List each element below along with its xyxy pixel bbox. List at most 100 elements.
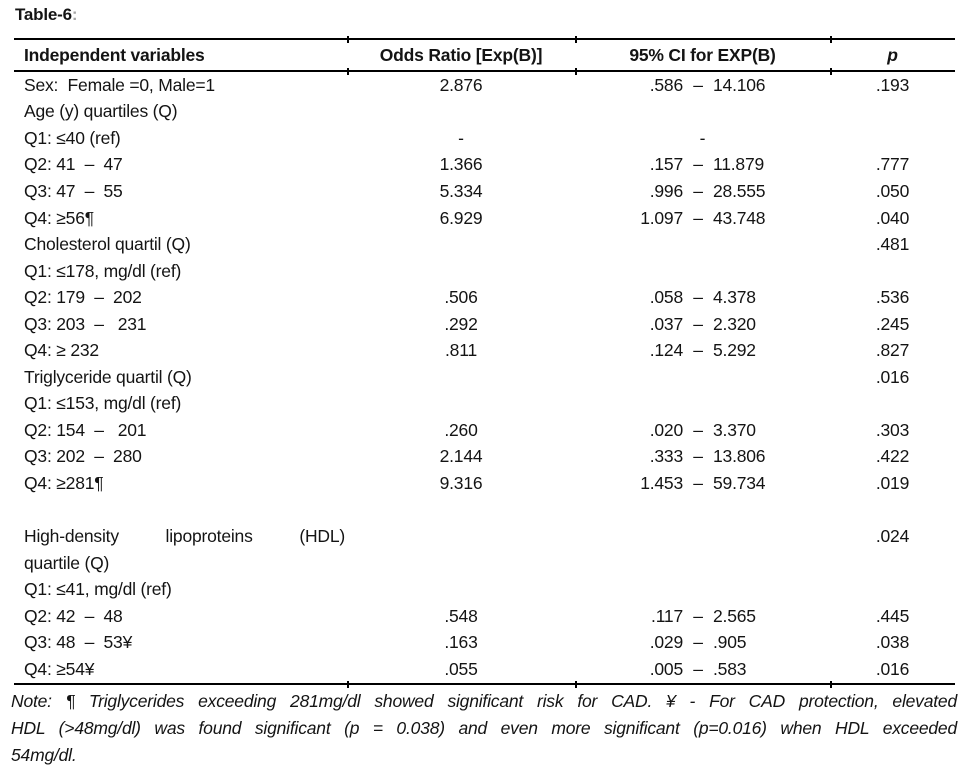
ci-value: 1.097 – 43.748 bbox=[575, 208, 830, 229]
row-label: Q3: 202 – 280 bbox=[24, 446, 142, 467]
row-label: Q2: 179 – 202 bbox=[24, 287, 142, 308]
ci-value: .996 – 28.555 bbox=[575, 181, 830, 202]
ci-value: .157 – 11.879 bbox=[575, 154, 830, 175]
table-title: Table-6: bbox=[15, 5, 78, 25]
p-value: .024 bbox=[875, 526, 910, 547]
table-title-colon: : bbox=[71, 5, 78, 24]
table-row: quartile (Q) bbox=[14, 550, 955, 577]
footnote-line: HDL (>48mg/dl) was found significant (p … bbox=[11, 717, 957, 738]
odds-ratio-value: 1.366 bbox=[439, 154, 483, 175]
p-value: .827 bbox=[875, 340, 910, 361]
ci-dash: – bbox=[693, 154, 703, 175]
p-value: .016 bbox=[875, 658, 910, 679]
row-label: Q2: 154 – 201 bbox=[24, 419, 147, 440]
ci-value: .037 – 2.320 bbox=[575, 314, 830, 335]
p-value: .303 bbox=[875, 419, 910, 440]
results-table: Independent variables Odds Ratio [Exp(B)… bbox=[14, 36, 955, 688]
p-value: .193 bbox=[875, 74, 910, 95]
table-title-text: Table-6 bbox=[15, 5, 72, 24]
ci-dash: – bbox=[693, 605, 703, 626]
col-header-independent-variables: Independent variables bbox=[24, 44, 205, 65]
ci-lower: .124 bbox=[649, 340, 683, 361]
odds-ratio-value: .055 bbox=[444, 658, 478, 679]
ci-dash: – bbox=[693, 419, 703, 440]
odds-ratio-value: .548 bbox=[444, 605, 478, 626]
odds-ratio-value: 6.929 bbox=[439, 207, 483, 228]
column-divider-tick bbox=[347, 36, 349, 43]
p-value: .536 bbox=[875, 287, 910, 308]
ci-dash: – bbox=[693, 74, 703, 95]
odds-ratio-value: 2.144 bbox=[439, 446, 483, 467]
ci-lower: .037 bbox=[649, 313, 683, 334]
row-label: Q3: 48 – 53¥ bbox=[24, 632, 133, 653]
row-label: Q1: ≤178, mg/dl (ref) bbox=[24, 260, 182, 281]
table-row: Triglyceride quartil (Q) .016 bbox=[14, 364, 955, 391]
table-row: Sex: Female =0, Male=1 2.876 .586 – 14.1… bbox=[14, 72, 955, 99]
table-header-rule bbox=[14, 68, 955, 75]
ci-upper: .905 bbox=[713, 632, 747, 653]
p-value: .245 bbox=[875, 313, 910, 334]
row-label: Q1: ≤41, mg/dl (ref) bbox=[24, 579, 172, 600]
odds-ratio-value: .811 bbox=[445, 340, 477, 361]
ci-lower: .029 bbox=[649, 632, 683, 653]
ci-upper: 13.806 bbox=[713, 446, 766, 467]
table-row: Q4: ≥281¶ 9.316 1.453 – 59.734 .019 bbox=[14, 470, 955, 497]
ci-upper: 2.320 bbox=[713, 313, 756, 334]
col-header-p: p bbox=[887, 44, 898, 65]
ci-lower: .586 bbox=[649, 74, 683, 95]
table-row: Q1: ≤40 (ref) - - bbox=[14, 125, 955, 152]
ci-lower: .996 bbox=[649, 180, 683, 201]
table-row: Cholesterol quartil (Q) .481 bbox=[14, 231, 955, 258]
ci-lower: .157 bbox=[649, 154, 683, 175]
ci-lower: .117 bbox=[651, 605, 683, 626]
ci-value: .020 – 3.370 bbox=[575, 420, 830, 441]
row-label: quartile (Q) bbox=[24, 552, 110, 573]
row-label: Q2: 42 – 48 bbox=[24, 605, 123, 626]
p-value: .019 bbox=[875, 472, 910, 493]
p-value: .040 bbox=[875, 207, 910, 228]
table-row: Q2: 179 – 202 .506 .058 – 4.378 .536 bbox=[14, 284, 955, 311]
odds-ratio-value: .260 bbox=[444, 419, 478, 440]
column-divider-tick bbox=[830, 68, 832, 75]
table-bottom-rule bbox=[14, 680, 955, 688]
table-row bbox=[14, 497, 955, 524]
odds-ratio-value: .506 bbox=[444, 287, 478, 308]
odds-ratio-value: .163 bbox=[444, 632, 478, 653]
row-label: Q3: 203 – 231 bbox=[24, 313, 147, 334]
table-row: Q1: ≤41, mg/dl (ref) bbox=[14, 576, 955, 603]
table-footnote: Note: ¶ Triglycerides exceeding 281mg/dl… bbox=[11, 688, 957, 768]
col-header-ci: 95% CI for EXP(B) bbox=[629, 44, 776, 65]
ci-value: .029 – .905 bbox=[575, 632, 830, 653]
row-label: Q3: 47 – 55 bbox=[24, 180, 123, 201]
odds-ratio-value: - bbox=[458, 127, 464, 148]
ci-dash: – bbox=[693, 632, 703, 653]
table-row: Q3: 203 – 231 .292 .037 – 2.320 .245 bbox=[14, 311, 955, 338]
ci-upper: 59.734 bbox=[713, 472, 766, 493]
ci-upper: 28.555 bbox=[713, 180, 766, 201]
column-divider-tick bbox=[347, 680, 349, 688]
ci-upper: 4.378 bbox=[713, 287, 756, 308]
row-label: Q1: ≤40 (ref) bbox=[24, 127, 121, 148]
ci-lower: 1.453 bbox=[640, 472, 683, 493]
p-value: .777 bbox=[875, 154, 910, 175]
odds-ratio-value: 9.316 bbox=[439, 472, 483, 493]
odds-ratio-value: .292 bbox=[444, 313, 478, 334]
table-header-row: Independent variables Odds Ratio [Exp(B)… bbox=[14, 40, 955, 70]
column-divider-tick bbox=[575, 680, 577, 688]
column-divider-tick bbox=[830, 680, 832, 688]
table-row: Q4: ≥56¶ 6.929 1.097 – 43.748 .040 bbox=[14, 205, 955, 232]
table-row: Q2: 42 – 48 .548 .117 – 2.565 .445 bbox=[14, 603, 955, 630]
row-label: Q4: ≥56¶ bbox=[24, 207, 94, 228]
table-row: Q1: ≤153, mg/dl (ref) bbox=[14, 391, 955, 418]
ci-value: .586 – 14.106 bbox=[575, 75, 830, 96]
column-divider-tick bbox=[830, 36, 832, 43]
row-label: Q4: ≥ 232 bbox=[24, 340, 99, 361]
col-header-odds-ratio: Odds Ratio [Exp(B)] bbox=[379, 44, 543, 65]
ci-value: 1.453 – 59.734 bbox=[575, 473, 830, 494]
row-label: Cholesterol quartil (Q) bbox=[24, 234, 191, 255]
row-label: Q1: ≤153, mg/dl (ref) bbox=[24, 393, 182, 414]
row-label: Triglyceride quartil (Q) bbox=[24, 366, 192, 387]
ci-lower: 1.097 bbox=[640, 207, 683, 228]
column-divider-tick bbox=[347, 68, 349, 75]
